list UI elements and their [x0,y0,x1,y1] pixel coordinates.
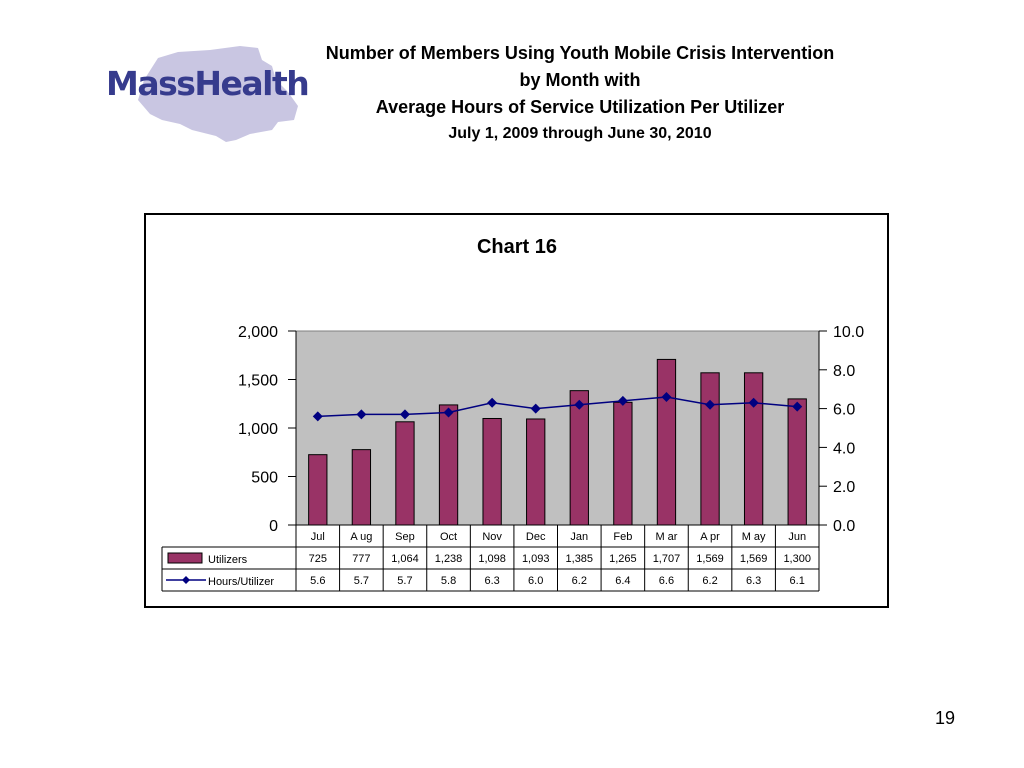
marker-hours-per-utilizer [705,399,716,410]
category-label: Oct [440,531,457,543]
legend-label-utilizers: Utilizers [208,554,248,566]
bar-utilizers [351,449,372,526]
title-line-3: Average Hours of Service Utilization Per… [375,97,785,117]
bar-utilizers [787,398,807,526]
logo-text: MassHealth [106,64,310,103]
category-label: M ar [655,531,677,543]
marker-hours-per-utilizer [399,409,410,420]
chart-title: Chart 16 [477,236,557,258]
marker-hours-per-utilizer [312,411,323,422]
marker-hours-per-utilizer [574,399,585,410]
table-value-utilizers: 1,064 [391,553,419,565]
table-value-utilizers: 1,300 [783,553,811,565]
left-axis-tick-label: 500 [251,470,278,487]
table-value-utilizers: 1,569 [740,553,768,565]
marker-hours-per-utilizer [617,395,628,406]
right-axis-tick-label: 8.0 [833,363,855,380]
category-label: A pr [700,531,720,543]
category-label: Dec [526,531,546,543]
table-value-hours: 6.6 [659,575,674,587]
left-axis-tick-label: 1,000 [238,421,278,438]
table-value-hours: 6.3 [484,575,499,587]
massachusetts-map-icon [138,46,298,142]
table-value-hours: 5.7 [397,575,412,587]
bar-utilizers [613,401,633,526]
table-value-hours: 5.7 [354,575,369,587]
table-value-utilizers: 1,707 [653,553,681,565]
category-label: Jan [570,531,588,543]
right-axis-tick-label: 0.0 [833,518,855,535]
marker-hours-per-utilizer [356,409,367,420]
bar-utilizers [308,454,328,526]
title-line-2: by Month with [519,70,641,90]
legend-key-utilizers [167,552,203,564]
table-value-hours: 6.4 [615,575,630,587]
category-label: Sep [395,531,415,543]
table-value-utilizers: 1,265 [609,553,637,565]
category-label: Jun [788,531,806,543]
table-value-utilizers: 1,098 [478,553,506,565]
table-value-hours: 6.2 [572,575,587,587]
page-number: 19 [935,708,956,728]
bar-utilizers [700,372,720,526]
legend-label-hours: Hours/Utilizer [208,576,274,588]
slide-subtitle: July 1, 2009 through June 30, 2010 [448,125,712,142]
table-value-utilizers: 1,385 [566,553,594,565]
right-axis-tick-label: 2.0 [833,479,855,496]
table-value-utilizers: 725 [309,553,327,565]
bar-utilizers [656,358,677,526]
bar-utilizers [482,417,502,526]
table-value-utilizers: 777 [352,553,370,565]
line-hours-per-utilizer [317,396,798,418]
chart-container: Chart 16 0 500 1,000 1,500 2,000 0.0 2.0 4.0 6.0 8… [144,213,889,608]
title-line-1: Number of Members Using Youth Mobile Cri… [325,43,835,63]
marker-hours-per-utilizer [792,401,803,412]
left-axis-tick-label: 1,500 [238,373,278,390]
left-axis-tick-label: 0 [269,518,278,535]
combo-chart: Chart 16 0 500 1,000 1,500 2,000 0.0 2.0 4.0 6.0 8… [161,236,864,592]
table-value-hours: 6.1 [790,575,805,587]
masshealth-logo: MassHealth [100,40,310,150]
table-value-hours: 5.6 [310,575,325,587]
legend-key-hours-marker [182,576,190,584]
table-value-hours: 6.2 [702,575,717,587]
table-value-utilizers: 1,093 [522,553,550,565]
table-value-hours: 6.3 [746,575,761,587]
right-axis-tick-label: 10.0 [833,324,864,341]
category-label: Jul [311,531,325,543]
category-label: Feb [613,531,632,543]
slide-title: Number of Members Using Youth Mobile Cri… [290,40,870,147]
table-value-hours: 6.0 [528,575,543,587]
category-label: A ug [350,531,372,543]
table-value-hours: 5.8 [441,575,456,587]
bar-utilizers [526,418,546,526]
bar-utilizers [743,372,764,526]
table-value-utilizers: 1,569 [696,553,724,565]
marker-hours-per-utilizer [748,397,759,408]
right-axis-tick-label: 6.0 [833,402,855,419]
map-shape [138,46,298,142]
category-label: Nov [482,531,502,543]
table-value-utilizers: 1,238 [435,553,463,565]
bar-utilizers [569,390,589,526]
left-axis-tick-label: 2,000 [238,324,278,341]
plot-area [295,330,820,526]
marker-hours-per-utilizer [487,397,498,408]
right-axis-tick-label: 4.0 [833,440,855,457]
bar-utilizers [438,404,459,526]
bar-utilizers [395,421,415,526]
marker-hours-per-utilizer [530,403,541,414]
category-label: M ay [742,531,766,543]
marker-hours-per-utilizer [443,407,454,418]
marker-hours-per-utilizer [661,391,672,402]
